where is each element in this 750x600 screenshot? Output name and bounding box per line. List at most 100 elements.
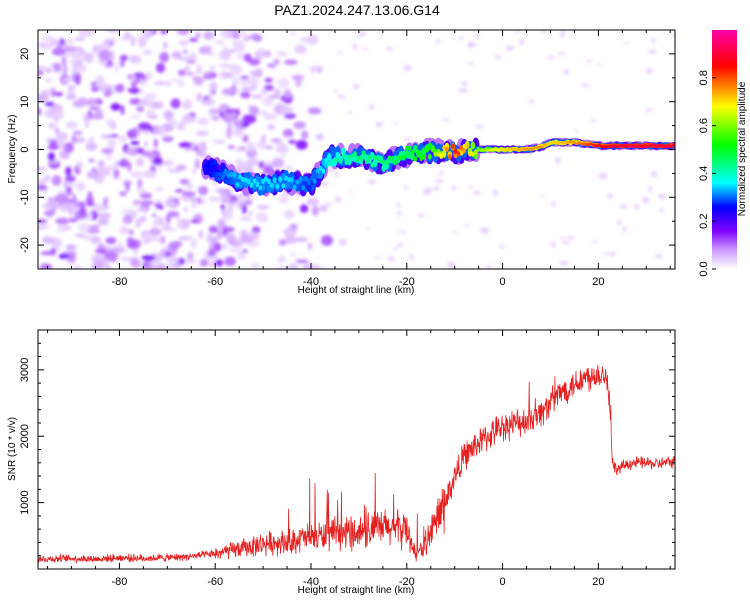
spectrogram-noise-blob (68, 217, 79, 223)
spectrogram-ridge-cell (272, 177, 277, 183)
spectrogram-ridge-cell (223, 168, 228, 174)
spectrogram-noise-blob (208, 196, 221, 202)
spectrogram-noise-blob (191, 203, 197, 209)
spectrogram-noise-blob (515, 30, 520, 34)
spectrogram-noise-blob (107, 30, 120, 33)
spectrogram-noise-blob (87, 228, 100, 234)
colorbar-tick-label: 0.2 (698, 214, 710, 229)
spectrogram-ridge-cell (267, 178, 271, 184)
spectrogram-noise-blob (121, 209, 131, 214)
spectrogram-noise-blob (132, 127, 138, 136)
spectrogram-noise-blob (152, 157, 164, 166)
spectrogram-noise-blob (198, 45, 212, 55)
spectrogram-noise-blob (42, 236, 56, 245)
spectrogram-noise-blob (76, 161, 83, 169)
spectrogram-ridge-cell (451, 143, 455, 149)
spectrogram-noise-blob (38, 219, 48, 224)
spectrogram-noise-blob (97, 160, 105, 167)
spectrogram-noise-blob (366, 228, 371, 231)
spectrogram-noise-blob (404, 185, 408, 190)
spectrogram-noise-blob (167, 210, 180, 218)
spectrogram-ridge-cell (310, 175, 314, 181)
spectrogram-noise-blob (159, 235, 166, 245)
spectrogram-noise-blob (81, 30, 95, 37)
spectrogram-noise-blob (315, 133, 324, 141)
spectrogram-noise-blob (101, 148, 114, 154)
spectrogram-noise-blob (238, 162, 253, 170)
spectrogram-noise-blob (261, 88, 268, 96)
spectrogram-noise-blob (154, 203, 163, 208)
spectrogram-noise-blob (166, 80, 172, 87)
spectrogram-noise-blob (157, 263, 166, 269)
spectrogram-noise-blob (151, 213, 157, 218)
spectrogram-noise-blob (232, 200, 237, 207)
spectrogram-ridge-cell (405, 145, 409, 152)
spectrogram-ridge-cell (313, 178, 317, 184)
spectrogram-noise-blob (120, 256, 133, 261)
spectrogram-noise-blob (143, 169, 157, 179)
spectrogram-noise-blob (295, 236, 308, 243)
spectrogram-ridge-cell (634, 144, 639, 148)
spectrogram-noise-blob (290, 252, 297, 257)
spectrogram-noise-blob (75, 233, 86, 238)
spectrogram-noise-blob (232, 39, 243, 47)
spectrogram-noise-blob (192, 168, 197, 175)
spectrogram-noise-blob (71, 135, 78, 144)
spectrogram-noise-blob (103, 196, 109, 204)
spectrogram-noise-blob (201, 98, 216, 106)
spectrogram-noise-blob (240, 123, 250, 127)
spectrogram-noise-blob (409, 253, 414, 261)
spectrogram-ridge-cell (502, 147, 507, 151)
spectrogram-noise-blob (418, 213, 425, 218)
spectrogram-ridge-cell (258, 185, 263, 191)
spectrogram-ridge-cell (387, 155, 392, 161)
spectrogram-ridge-cell (491, 147, 495, 151)
spectrogram-ridge-cell (347, 154, 352, 161)
spectrogram-y-tick-label: 0 (19, 146, 31, 152)
spectrogram-noise-blob (221, 88, 235, 96)
spectrogram-noise-blob (215, 259, 224, 267)
spectrogram-noise-blob (182, 191, 196, 198)
spectrogram-ridge-cell (663, 144, 668, 148)
spectrogram-noise-blob (236, 52, 246, 60)
spectrogram-noise-blob (67, 85, 76, 90)
spectrogram-noise-blob (240, 91, 251, 99)
spectrogram-noise-blob (634, 204, 640, 210)
spectrogram-noise-blob (284, 113, 296, 119)
spectrogram-ridge-cell (407, 145, 412, 151)
spectrogram-noise-blob (184, 184, 195, 189)
spectrogram-noise-blob (283, 227, 297, 238)
spectrogram-noise-blob (307, 242, 313, 250)
spectrogram-noise-blob (232, 34, 241, 39)
spectrogram-noise-blob (65, 186, 73, 195)
spectrogram-ridge-cell (246, 178, 251, 185)
spectrogram-noise-blob (624, 42, 630, 45)
spectrogram-ridge-cell (350, 153, 355, 159)
spectrogram-noise-blob (75, 137, 86, 144)
spectrogram-noise-blob (218, 63, 233, 69)
spectrogram-ridge-cell (453, 148, 458, 154)
spectrogram-noise-blob (38, 92, 49, 102)
spectrogram-ridge-cell (494, 148, 498, 152)
spectrogram-noise-blob (560, 236, 565, 240)
spectrogram-ridge-cell (508, 147, 512, 151)
spectrogram-noise-blob (239, 216, 252, 221)
spectrogram-noise-blob (648, 186, 653, 192)
spectrogram-x-tick-label: 0 (500, 276, 506, 288)
spectrogram-noise-blob (233, 48, 238, 52)
spectrogram-y-tick-label: 10 (19, 96, 31, 108)
spectrogram-ridge-cell (465, 142, 469, 149)
spectrogram-ridge-cell (361, 150, 366, 156)
spectrogram-noise-blob (221, 208, 226, 216)
spectrogram-noise-blob (219, 111, 224, 117)
spectrogram-ridge-cell (218, 171, 222, 177)
spectrogram-noise-blob (242, 114, 257, 124)
snr-y-tick-label: 2000 (19, 424, 31, 448)
spectrogram-ridge-cell (646, 144, 650, 148)
spectrogram-ridge-cell (568, 140, 573, 144)
spectrogram-noise-blob (137, 178, 143, 189)
spectrogram-noise-blob (467, 62, 475, 65)
spectrogram-noise-blob (184, 147, 196, 151)
spectrogram-noise-blob (276, 50, 288, 57)
spectrogram-noise-blob (58, 146, 67, 149)
